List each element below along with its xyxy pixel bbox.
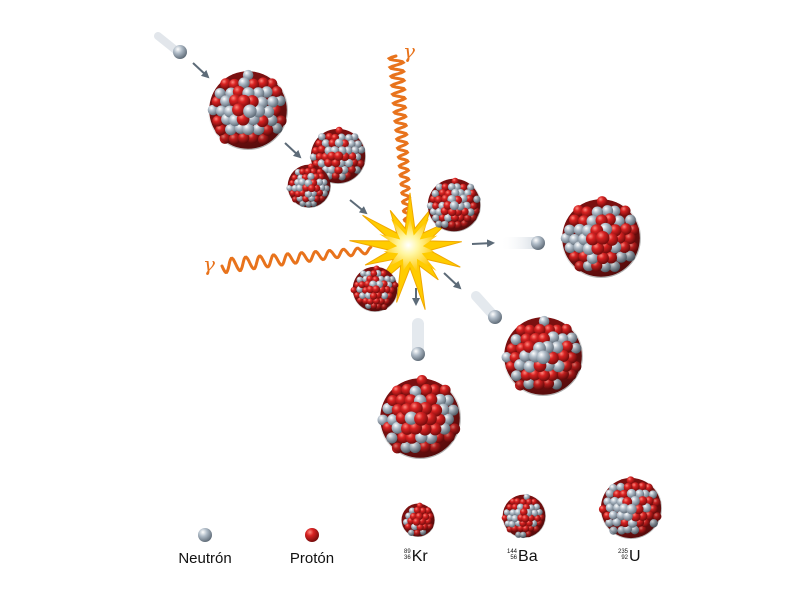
legend-neutron-label: Neutrón: [178, 550, 232, 567]
large-nucleus-product: [377, 375, 461, 459]
uranium-nucleus: [207, 69, 288, 150]
gamma-label-left: γ: [203, 252, 215, 276]
outgoing-neutron-right: [500, 236, 545, 250]
legend-neutron-icon: [198, 528, 212, 542]
compound-nucleus-upper: [309, 126, 366, 184]
motion-arrows: [192, 62, 495, 306]
legend: [198, 476, 662, 542]
arrow-uranium-to-compound: [284, 142, 302, 159]
incoming-neutron: [154, 32, 187, 59]
legend-proton-icon: [305, 528, 319, 542]
fragment-nucleus-small-top: [426, 177, 481, 232]
legend-proton-label: Protón: [289, 550, 335, 567]
gamma-ray-left: [220, 245, 373, 274]
legend-uranium-label: 235 92 U: [618, 548, 641, 565]
fragment-nucleus-small-bottom: [350, 265, 399, 312]
gamma-label-top: γ: [403, 39, 415, 63]
legend-krypton-label: 89 36 Kr: [404, 548, 428, 565]
gamma-ray-top: [386, 54, 413, 230]
legend-uranium-nucleus: [598, 476, 662, 539]
outgoing-neutron-down: [411, 318, 425, 361]
arrow-compound-to-split: [349, 199, 368, 215]
legend-krypton-nucleus: [401, 502, 435, 537]
barium-nucleus-product: [501, 315, 583, 396]
arrow-down-right: [443, 272, 462, 290]
arrow-neutron-to-uranium: [192, 62, 210, 79]
legend-barium-nucleus: [501, 493, 546, 539]
arrow-right: [471, 239, 495, 248]
legend-barium-label: 144 56 Ba: [507, 548, 538, 565]
krypton-nucleus-product: [560, 196, 641, 278]
compound-nucleus-lower: [286, 163, 331, 208]
outgoing-neutron-down-right: [471, 291, 502, 324]
